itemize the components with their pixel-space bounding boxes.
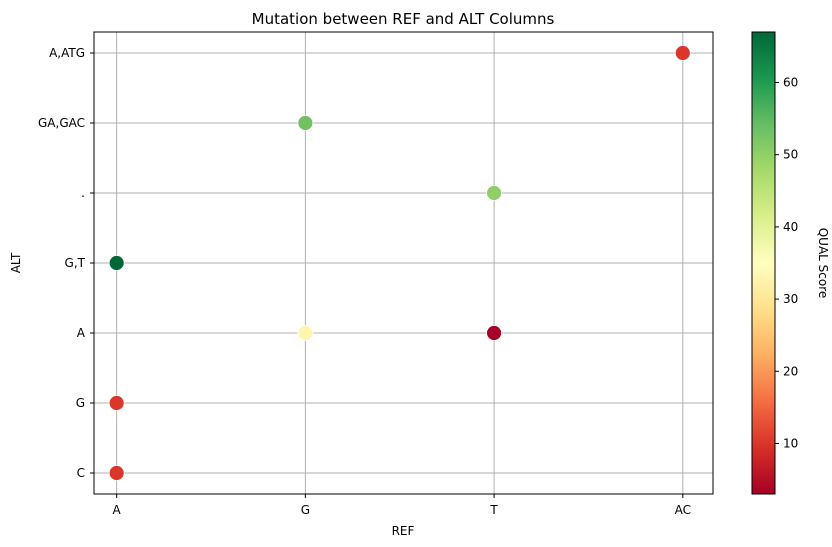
y-tick-label: A,ATG [49,46,85,60]
colorbar-tick-label: 50 [783,148,798,162]
colorbar [752,32,775,494]
data-point [486,185,502,201]
colorbar-tick-label: 10 [783,436,798,450]
data-point [108,465,125,481]
y-tick-label: GA,GAC [38,116,85,130]
chart-title: Mutation between REF and ALT Columns [252,10,555,28]
data-point [297,115,314,131]
colorbar-frame [751,31,776,495]
colorbar-tick-label: 20 [783,364,798,378]
data-point [486,325,502,341]
y-tick-label: G [76,396,85,410]
x-axis-ticks: A G T AC [113,494,691,517]
x-tick-label: AC [675,503,691,517]
y-axis-label: ALT [9,252,23,273]
x-tick-label: T [489,503,498,517]
y-tick-label: C [77,466,85,480]
colorbar-tick-label: 30 [783,292,798,306]
x-axis-label: REF [392,524,415,538]
data-point [108,255,125,271]
data-point [108,395,125,411]
data-points [108,45,691,481]
colorbar-label: QUAL Score [816,228,830,299]
y-tick-label: . [81,186,85,200]
data-point [674,45,691,61]
colorbar-tick-label: 40 [783,220,798,234]
data-point [297,325,314,341]
colorbar-tick-label: 60 [783,76,798,90]
grid [94,32,713,494]
x-tick-label: A [113,503,122,517]
y-tick-label: A [77,326,86,340]
y-axis-ticks: C G A G,T. GA,GAC A,ATG [38,46,94,480]
x-tick-label: G [301,503,310,517]
y-tick-label: G,T [65,256,86,270]
colorbar-ticks: 10 20 30 40 50 60 [775,76,798,450]
